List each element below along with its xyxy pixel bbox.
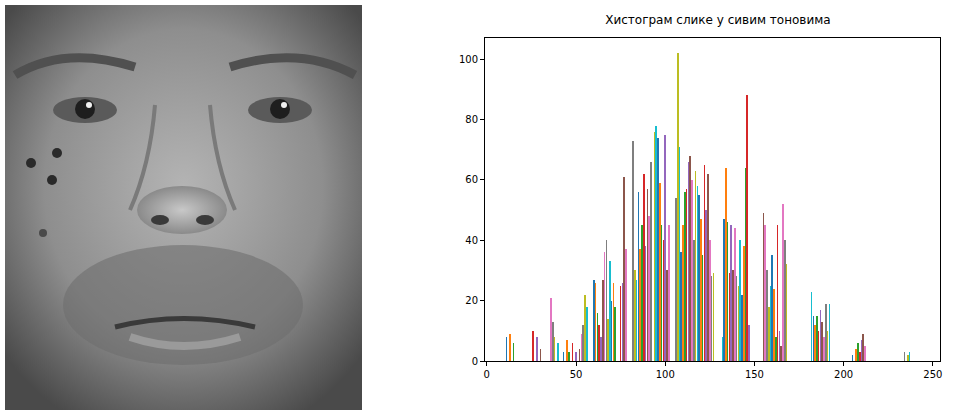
svg-text:Хистограм слике у сивим тонови: Хистограм слике у сивим тоновима	[605, 13, 830, 27]
svg-text:50: 50	[570, 369, 583, 380]
svg-text:150: 150	[745, 369, 764, 380]
svg-text:80: 80	[465, 114, 478, 125]
svg-text:60: 60	[465, 174, 478, 185]
svg-text:200: 200	[834, 369, 853, 380]
svg-text:20: 20	[465, 295, 478, 306]
svg-text:250: 250	[923, 369, 942, 380]
svg-text:0: 0	[484, 369, 490, 380]
svg-text:100: 100	[656, 369, 675, 380]
svg-text:100: 100	[459, 54, 478, 65]
svg-text:40: 40	[465, 235, 478, 246]
svg-text:0: 0	[472, 356, 478, 367]
